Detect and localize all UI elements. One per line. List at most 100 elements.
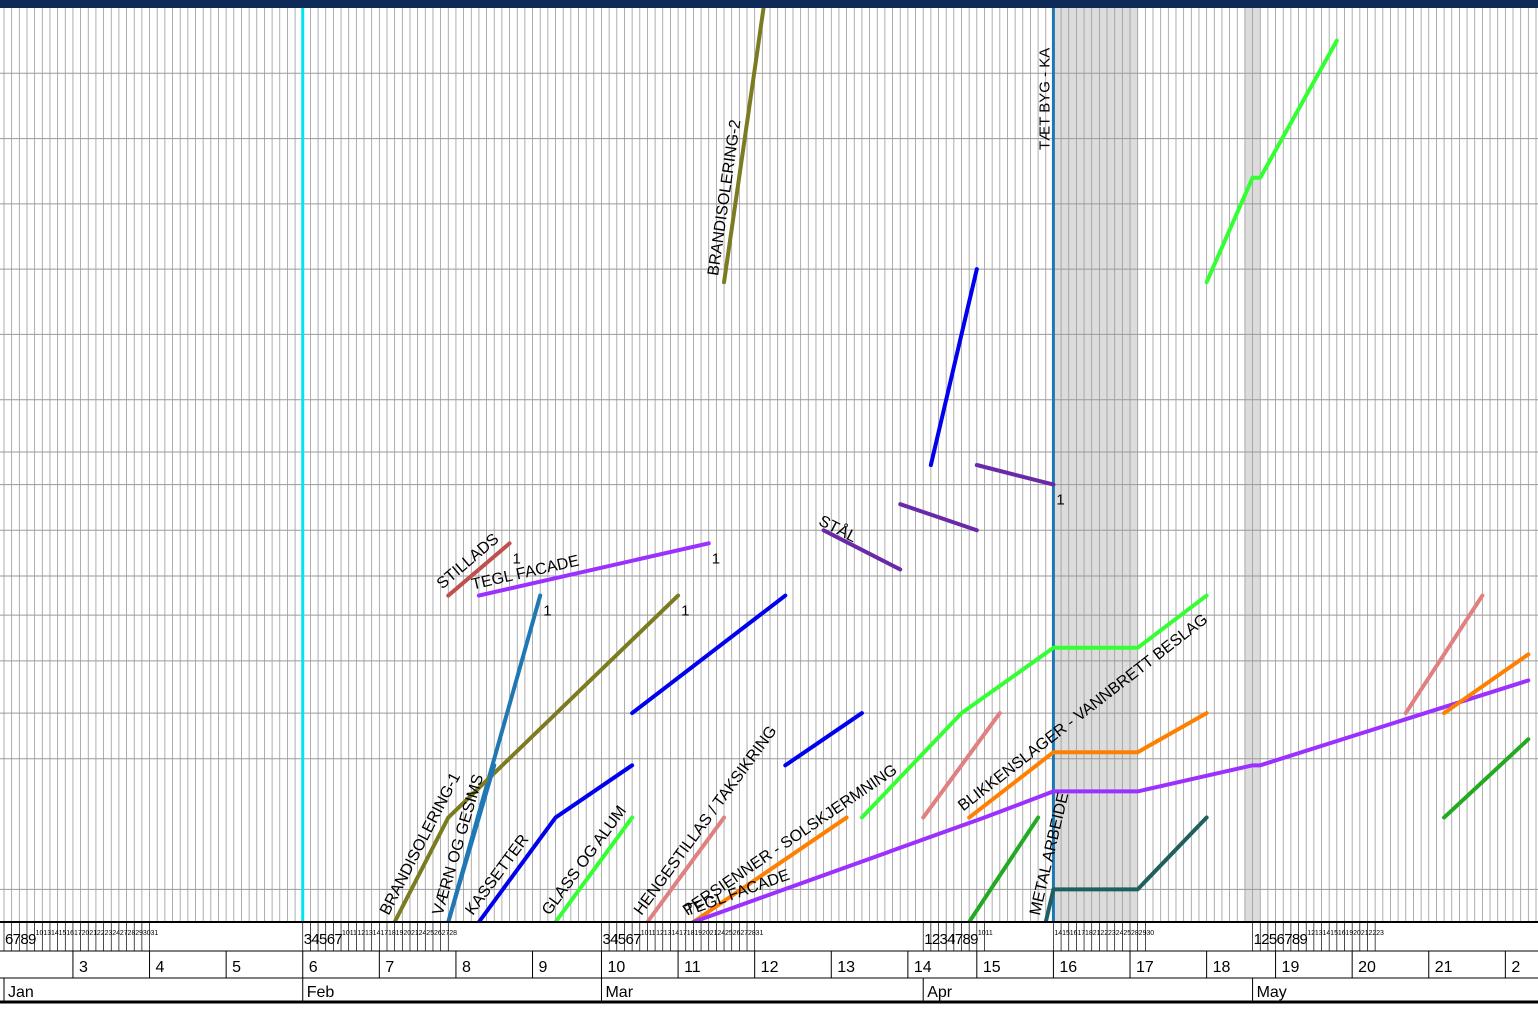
day-tick-label: 9: [1300, 931, 1308, 948]
series-line: [974, 463, 1056, 487]
day-tick-label: 6: [625, 931, 633, 948]
series-line: [1442, 737, 1531, 820]
window-top-border: [0, 0, 1538, 8]
day-tick-label: 6: [327, 931, 335, 948]
day-tick-label: 12: [357, 930, 365, 937]
time-axis-band: [0, 922, 1538, 1002]
day-tick-label: 15: [1330, 930, 1338, 937]
day-tick-label: 22: [97, 930, 105, 937]
day-tick-label: 16: [1338, 930, 1346, 937]
day-tick-label: 24: [419, 930, 427, 937]
week-label: 7: [385, 959, 394, 976]
day-tick-label: 1: [924, 931, 932, 948]
day-tick-label: 11: [985, 930, 992, 937]
day-tick-label: 23: [1376, 930, 1384, 937]
day-tick-label: 25: [1123, 930, 1131, 937]
day-tick-label: 16: [1070, 930, 1078, 937]
series-line: [859, 593, 1209, 820]
series-line: [392, 593, 681, 924]
day-tick-label: 27: [120, 930, 128, 937]
series-end-label: 1: [712, 550, 720, 567]
day-tick-label: 27: [442, 930, 450, 937]
day-tick-label: 14: [373, 930, 381, 937]
day-tick-label: 11: [648, 930, 655, 937]
series-end-label: 1: [1056, 492, 1064, 509]
series-line: [476, 763, 635, 924]
series-name-label: BRANDISOLERING-2: [705, 118, 744, 276]
week-label: 4: [156, 959, 165, 976]
day-tick-label: 10: [978, 930, 986, 937]
day-tick-label: 28: [748, 930, 756, 937]
day-tick-label: 17: [1077, 930, 1085, 937]
day-tick-label: 1: [1254, 931, 1262, 948]
series-line: [783, 711, 864, 768]
day-tick-label: 21: [1361, 930, 1369, 937]
week-label: 6: [309, 959, 318, 976]
day-tick-label: 5: [1269, 931, 1277, 948]
day-tick-label: 28: [1131, 930, 1139, 937]
week-label: 5: [232, 959, 241, 976]
series-line: [1442, 652, 1531, 716]
day-tick-label: 26: [733, 930, 741, 937]
day-tick-label: 13: [1315, 930, 1323, 937]
week-label: 19: [1282, 959, 1300, 976]
day-tick-label: 7: [955, 931, 963, 948]
week-label: 9: [539, 959, 548, 976]
series-line: [898, 502, 979, 533]
day-tick-label: 12: [656, 930, 664, 937]
day-tick-label: 8: [20, 931, 28, 948]
day-tick-label: 21: [411, 930, 419, 937]
series-line: [553, 815, 635, 924]
series-end-label: 1: [513, 550, 521, 567]
day-tick-label: 10: [36, 930, 44, 937]
week-label: 2: [1511, 959, 1520, 976]
day-tick-label: 19: [396, 930, 404, 937]
day-tick-label: 14: [1323, 930, 1331, 937]
day-tick-label: 20: [1353, 930, 1361, 937]
day-tick-label: 18: [687, 930, 695, 937]
series-line: [967, 815, 1041, 924]
series-line: [645, 815, 727, 924]
series-line: [691, 815, 849, 924]
week-label: 14: [914, 959, 932, 976]
day-tick-label: 4: [610, 931, 618, 948]
day-tick-label: 27: [740, 930, 748, 937]
series-line: [446, 541, 512, 598]
day-tick-label: 23: [105, 930, 113, 937]
week-label: 12: [761, 959, 779, 976]
month-label: May: [1257, 984, 1287, 1001]
series-line: [1043, 815, 1209, 924]
day-tick-label: 24: [112, 930, 120, 937]
day-tick-label: 6: [1277, 931, 1285, 948]
day-tick-label: 14: [51, 930, 59, 937]
day-tick-label: 19: [694, 930, 702, 937]
series-line: [967, 711, 1209, 820]
month-label: Mar: [605, 984, 633, 1001]
week-label: 13: [837, 959, 855, 976]
day-tick-label: 2: [1261, 931, 1269, 948]
day-tick-label: 20: [403, 930, 411, 937]
day-tick-label: 4: [947, 931, 955, 948]
series-line: [928, 267, 979, 467]
day-tick-label: 7: [633, 931, 641, 948]
day-tick-label: 15: [1062, 930, 1070, 937]
week-label: 17: [1136, 959, 1154, 976]
series-line: [476, 541, 711, 598]
series-line: [630, 593, 788, 716]
day-tick-label: 12: [1307, 930, 1315, 937]
day-tick-label: 13: [664, 930, 672, 937]
day-tick-label: 22: [1100, 930, 1108, 937]
day-tick-label: 7: [13, 931, 21, 948]
week-label: 16: [1059, 959, 1077, 976]
day-tick-label: 29: [1139, 930, 1147, 937]
day-tick-label: 30: [1146, 930, 1154, 937]
series-line: [821, 528, 903, 572]
shaded-period: [1053, 8, 1138, 922]
day-tick-label: 5: [618, 931, 626, 948]
day-tick-label: 24: [717, 930, 725, 937]
day-tick-label: 26: [434, 930, 442, 937]
month-label: Jan: [8, 984, 34, 1001]
week-label: 8: [462, 959, 471, 976]
